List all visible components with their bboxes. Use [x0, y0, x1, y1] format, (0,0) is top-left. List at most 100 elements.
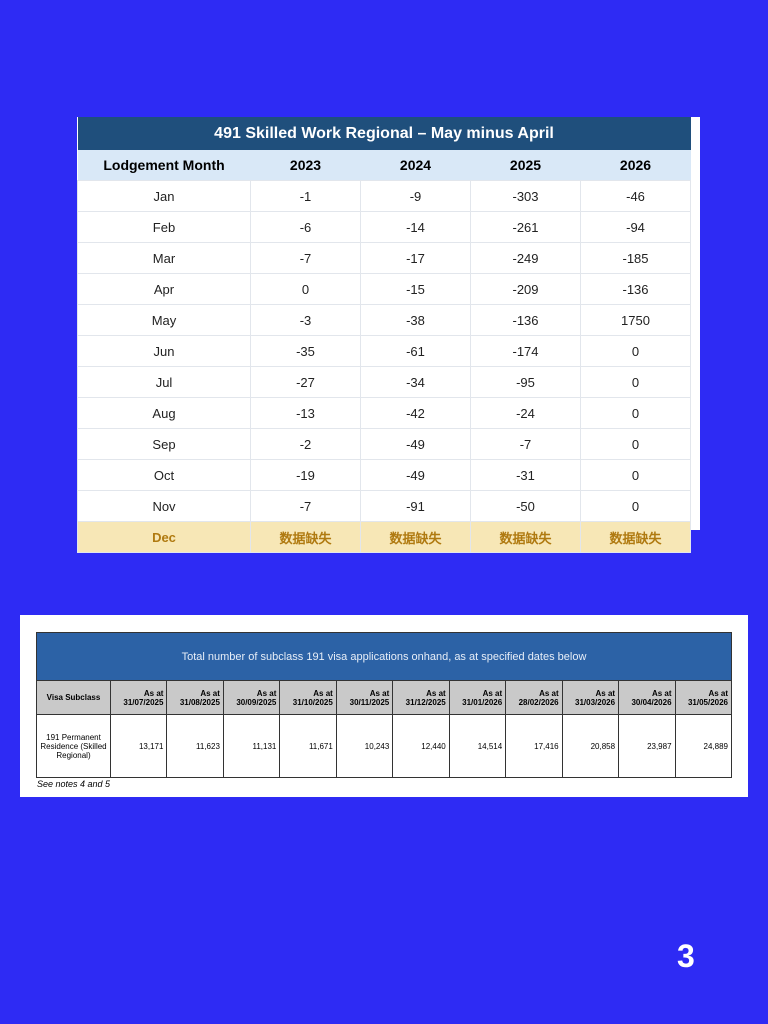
- header-cell: Lodgement Month: [77, 150, 251, 181]
- header-date: 31/08/2025: [179, 697, 220, 707]
- cell: Jan: [77, 180, 251, 212]
- cell: 0: [579, 459, 692, 491]
- header-date: 31/07/2025: [123, 697, 164, 707]
- table-title: 491 Skilled Work Regional – May minus Ap…: [77, 117, 691, 150]
- cell: Aug: [77, 397, 251, 429]
- cell: Oct: [77, 459, 251, 491]
- cell: 11,623: [166, 714, 224, 778]
- row: Sep -2 -49 -7 0: [77, 428, 692, 460]
- header-cell: As at 31/05/2026: [674, 680, 733, 715]
- page-number: 3: [677, 938, 695, 974]
- row: Jan -1 -9 -303 -46: [77, 180, 692, 212]
- cell: -34: [360, 366, 471, 398]
- cell: 20,858: [561, 714, 620, 778]
- cell: -14: [360, 211, 471, 243]
- header-label: As at: [143, 688, 164, 698]
- header-cell: As at 28/02/2026: [505, 680, 563, 715]
- header-date: 31/12/2025: [405, 697, 446, 707]
- cell: -38: [360, 304, 471, 336]
- cell: -13: [250, 397, 361, 429]
- header-date: 30/09/2025: [236, 697, 277, 707]
- cell: Feb: [77, 211, 251, 243]
- row: May -3 -38 -136 1750: [77, 304, 692, 336]
- table: 491 Skilled Work Regional – May minus Ap…: [77, 117, 692, 553]
- cell: 24,889: [674, 714, 733, 778]
- cell: 191 Permanent Residence (Skilled Regiona…: [36, 714, 111, 778]
- cell: 11,671: [279, 714, 337, 778]
- cell: -174: [470, 335, 581, 367]
- cell: 17,416: [505, 714, 563, 778]
- header-date: 30/11/2025: [349, 697, 390, 707]
- cell: -46: [579, 180, 692, 212]
- header-label: As at: [708, 688, 728, 698]
- row: Feb -6 -14 -261 -94: [77, 211, 692, 243]
- header-cell: 2023: [250, 150, 361, 181]
- cell: 11,131: [222, 714, 281, 778]
- cell: 0: [250, 273, 361, 305]
- row: Dec 数据缺失 数据缺失 数据缺失 数据缺失: [77, 521, 692, 553]
- cell: -49: [360, 428, 471, 460]
- header-label: As at: [200, 688, 220, 698]
- header-label: As at: [651, 688, 672, 698]
- header-date: 31/01/2026: [462, 697, 503, 707]
- cell: -35: [250, 335, 361, 367]
- row: Jun -35 -61 -174 0: [77, 335, 692, 367]
- cell: Sep: [77, 428, 251, 460]
- cell: -94: [579, 211, 692, 243]
- header-cell: As at 30/04/2026: [618, 680, 676, 715]
- header-label: As at: [369, 688, 390, 698]
- cell: -7: [250, 242, 361, 274]
- cell: -91: [360, 490, 471, 522]
- header-date: 28/02/2026: [518, 697, 559, 707]
- cell: -7: [250, 490, 361, 522]
- cell: -209: [470, 273, 581, 305]
- table: Total number of subclass 191 visa applic…: [36, 632, 733, 778]
- cell: May: [77, 304, 251, 336]
- cell: Dec: [77, 521, 251, 553]
- header-cell: As at 30/09/2025: [222, 680, 281, 715]
- cell: 0: [579, 397, 692, 429]
- cell: Mar: [77, 242, 251, 274]
- cell: -7: [470, 428, 581, 460]
- cell: -31: [470, 459, 581, 491]
- cell: Nov: [77, 490, 251, 522]
- header-date: 31/05/2026: [687, 697, 728, 707]
- cell: -24: [470, 397, 581, 429]
- cell: 12,440: [392, 714, 450, 778]
- cell: -61: [360, 335, 471, 367]
- row: Jul -27 -34 -95 0: [77, 366, 692, 398]
- header-label: As at: [595, 688, 616, 698]
- header-cell: 2025: [470, 150, 581, 181]
- header-cell: 2026: [580, 150, 691, 181]
- cell: 23,987: [618, 714, 676, 778]
- cell: -27: [250, 366, 361, 398]
- cell: -6: [250, 211, 361, 243]
- row: Aug -13 -42 -24 0: [77, 397, 692, 429]
- header-cell: As at 31/10/2025: [279, 680, 337, 715]
- cell: 数据缺失: [250, 521, 361, 553]
- cell: -42: [360, 397, 471, 429]
- cell: -185: [579, 242, 692, 274]
- cell: 14,514: [448, 714, 507, 778]
- header-label: As at: [426, 688, 446, 698]
- header-label: As at: [482, 688, 503, 698]
- header-cell: As at 31/08/2025: [166, 680, 224, 715]
- row: 191 Permanent Residence (Skilled Regiona…: [36, 714, 733, 778]
- cell: -136: [470, 304, 581, 336]
- header-cell: As at 31/03/2026: [561, 680, 620, 715]
- cell: -50: [470, 490, 581, 522]
- cell: -303: [470, 180, 581, 212]
- cell: -17: [360, 242, 471, 274]
- header-cell: Visa Subclass: [36, 680, 111, 715]
- header-cell: As at 31/07/2025: [109, 680, 168, 715]
- header-label: As at: [256, 688, 277, 698]
- cell: -249: [470, 242, 581, 274]
- cell: 数据缺失: [360, 521, 471, 553]
- table-title: Total number of subclass 191 visa applic…: [36, 632, 732, 681]
- cell: 数据缺失: [579, 521, 692, 553]
- regional-table: 491 Skilled Work Regional – May minus Ap…: [77, 117, 700, 553]
- cell: -2: [250, 428, 361, 460]
- row: Nov -7 -91 -50 0: [77, 490, 692, 522]
- cell: -95: [470, 366, 581, 398]
